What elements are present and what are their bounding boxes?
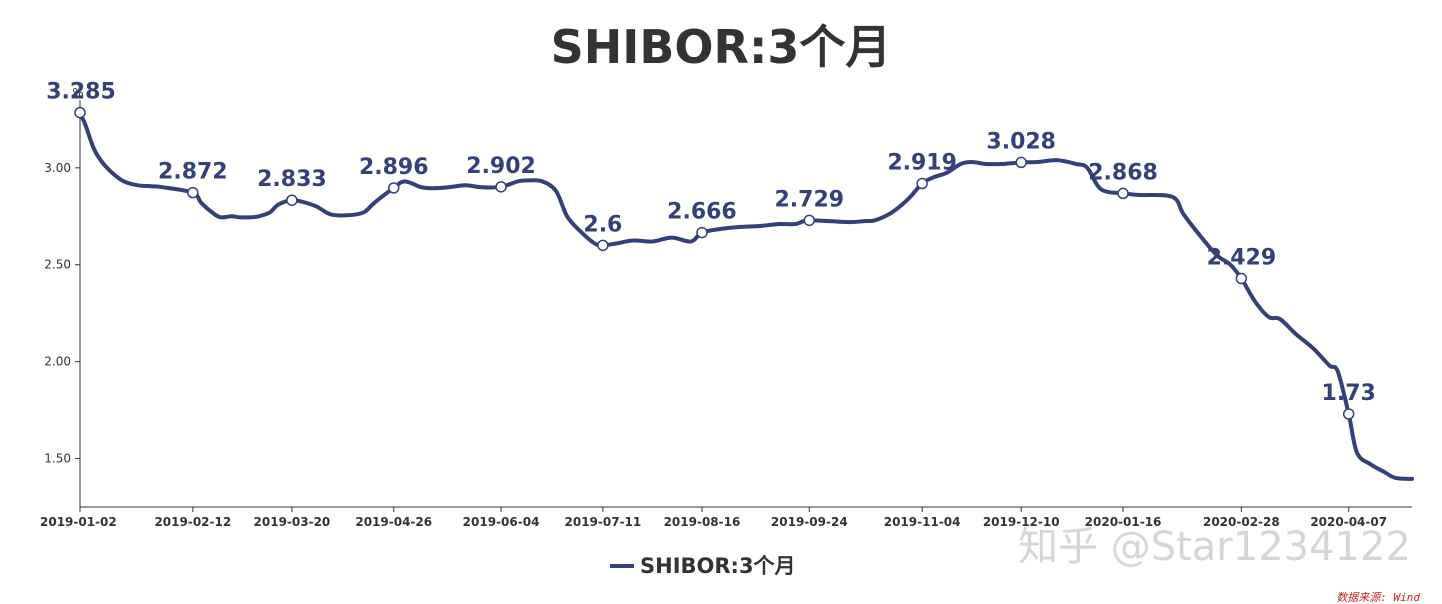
series-line <box>78 110 1414 481</box>
data-label: 3.285 <box>46 80 116 105</box>
data-label: 2.666 <box>667 200 737 225</box>
data-labels: 3.285 2.872 2.833 2.896 2.902 2.6 2.666 2.729 2.… <box>46 80 1376 406</box>
data-label: 2.729 <box>775 187 845 212</box>
data-point[interactable] <box>1235 272 1248 285</box>
data-label: 2.833 <box>257 167 327 192</box>
y-axis-ticks: 1.50 2.00 2.50 3.00 <box>44 161 80 466</box>
data-point[interactable] <box>1117 187 1129 200</box>
data-label: 2.872 <box>158 160 228 185</box>
data-label: 3.028 <box>986 129 1056 154</box>
x-tick-label: 2020-02-28 <box>1203 515 1280 529</box>
x-tick-label: 2019-06-04 <box>463 515 540 529</box>
legend-label: SHIBOR:3个月 <box>640 554 796 578</box>
data-point[interactable] <box>1015 156 1027 169</box>
axes <box>79 100 1412 508</box>
x-tick-label: 2019-01-02 <box>40 515 117 529</box>
data-label: 2.6 <box>583 212 622 237</box>
y-tick-label: 1.50 <box>44 452 71 466</box>
data-label: 2.902 <box>466 154 536 179</box>
data-point[interactable] <box>187 186 199 199</box>
x-tick-label: 2020-01-16 <box>1085 515 1162 529</box>
watermark: 知乎 @Star1234122 <box>1018 524 1411 570</box>
data-point[interactable] <box>696 226 708 239</box>
x-tick-label: 2019-03-20 <box>254 515 331 529</box>
x-tick-label: 2019-08-16 <box>664 515 741 529</box>
data-point[interactable] <box>74 106 86 119</box>
data-point[interactable] <box>803 214 816 227</box>
y-axis-unit: % <box>72 86 83 100</box>
data-label: 2.896 <box>359 155 429 180</box>
data-point[interactable] <box>286 194 298 206</box>
data-point[interactable] <box>495 181 507 193</box>
data-point[interactable] <box>1342 408 1355 420</box>
chart-title: SHIBOR:3个月 <box>551 20 892 74</box>
data-label: 1.73 <box>1322 381 1376 406</box>
x-tick-label: 2019-12-10 <box>983 515 1060 529</box>
data-point[interactable] <box>916 177 928 190</box>
y-tick-label: 2.00 <box>44 355 71 369</box>
x-tick-label: 2019-04-26 <box>355 515 432 529</box>
data-point[interactable] <box>387 182 400 194</box>
x-tick-label: 2020-04-07 <box>1310 515 1387 529</box>
x-tick-label: 2019-07-11 <box>565 515 642 529</box>
series-group <box>78 110 1414 481</box>
y-tick-label: 2.50 <box>44 258 71 272</box>
data-label: 2.868 <box>1088 160 1158 185</box>
x-tick-label: 2019-02-12 <box>154 515 231 529</box>
data-source: 数据来源: Wind <box>1336 591 1420 604</box>
data-point[interactable] <box>597 239 609 252</box>
legend[interactable]: SHIBOR:3个月 <box>610 554 796 578</box>
x-tick-label: 2019-11-04 <box>884 515 961 529</box>
x-axis-ticks: 2019-01-02 2019-02-12 2019-03-20 2019-04-26… <box>40 507 1387 529</box>
y-tick-label: 3.00 <box>44 161 71 175</box>
data-points <box>74 106 1355 420</box>
data-label: 2.919 <box>887 151 957 176</box>
data-label: 2.429 <box>1207 245 1277 270</box>
x-tick-label: 2019-09-24 <box>771 515 848 529</box>
